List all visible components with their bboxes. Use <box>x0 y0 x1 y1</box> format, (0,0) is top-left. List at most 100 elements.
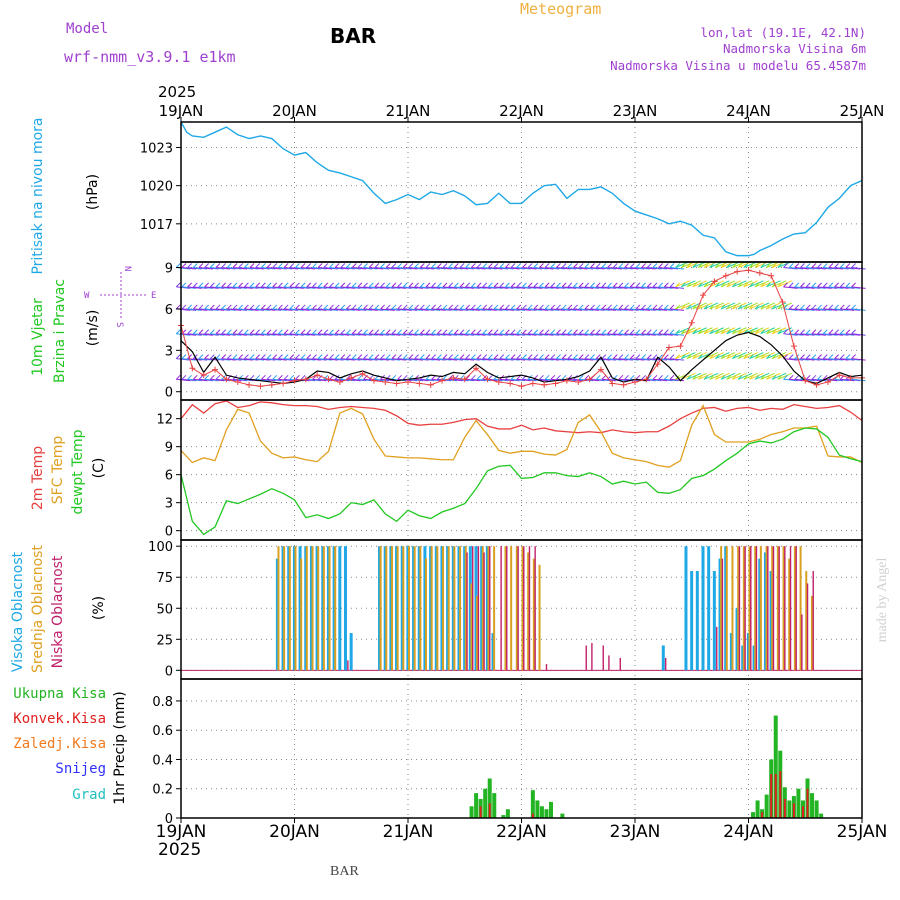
wind-arrow-shaft <box>806 286 821 289</box>
wind-arrow-barb <box>567 263 573 268</box>
wind-arrow <box>612 329 628 336</box>
wind-arrow-barb <box>703 304 709 310</box>
wind-arrow-shaft <box>647 378 662 382</box>
wind-arrow <box>493 304 509 311</box>
wind-arrow-barb <box>198 354 204 359</box>
wind-arrow-barb <box>567 282 573 288</box>
wind-arrow-shaft <box>420 286 435 289</box>
cloud-bar <box>425 558 428 671</box>
wind-arrow-shaft <box>454 358 469 361</box>
wind-arrow <box>255 282 270 289</box>
wind-arrow-barb <box>471 263 476 268</box>
wind-arrow-barb <box>680 329 686 335</box>
compass-east: E <box>151 291 156 301</box>
wind-arrow-shaft <box>669 358 685 361</box>
wind-arrow <box>635 263 650 270</box>
wind-arrow-barb <box>675 329 681 335</box>
wind-gust-marker <box>280 380 287 387</box>
wind-arrow-shaft <box>811 333 826 336</box>
wind-arrow-shaft <box>476 378 492 382</box>
wind-arrow <box>715 372 730 380</box>
wind-gust-marker <box>847 374 854 381</box>
wind-arrow <box>232 282 248 289</box>
wind-arrow-barb <box>397 282 402 288</box>
wind-arrow <box>754 352 770 360</box>
wind-arrow-shaft <box>505 286 520 289</box>
wind-arrow-barb <box>459 329 465 335</box>
wind-arrow-barb <box>805 282 811 288</box>
wind-arrow-barb <box>278 374 283 380</box>
wind-arrow <box>851 304 866 311</box>
wind-arrow-shaft <box>749 327 764 335</box>
wind-arrow <box>448 354 463 361</box>
wind-arrow-shaft <box>692 327 707 335</box>
wind-arrow <box>499 304 514 311</box>
wind-arrow-barb <box>788 329 794 335</box>
wind-gust-marker <box>734 268 741 275</box>
wind-arrow <box>249 329 265 336</box>
wind-arrow <box>204 374 219 382</box>
wind-arrow <box>573 263 588 270</box>
wind-arrow-shaft <box>221 308 236 311</box>
wind-arrow-shaft <box>596 308 611 311</box>
wind-arrow <box>346 282 361 289</box>
wind-arrow <box>363 263 378 270</box>
wind-arrow-shaft <box>363 308 378 311</box>
wind-arrow-barb <box>737 374 743 380</box>
precip-convective-bar <box>779 771 782 818</box>
wind-arrow <box>283 263 299 270</box>
wind-arrow-shaft <box>618 286 633 289</box>
wind-arrow-barb <box>760 304 766 310</box>
wind-arrow-barb <box>522 329 527 335</box>
wind-arrow <box>312 329 327 336</box>
wind-gust-marker <box>257 383 264 390</box>
wind-arrow-barb <box>192 304 198 310</box>
model-name: wrf-nmm_v3.9.1 e1km <box>64 48 236 66</box>
wind-arrow-barb <box>635 354 641 359</box>
wind-arrow-shaft <box>414 333 429 336</box>
wind-arrow-barb <box>715 263 720 268</box>
wind-arrow-shaft <box>380 358 395 361</box>
wind-arrow-barb <box>556 282 561 288</box>
cloud-bar <box>746 633 750 671</box>
wind-arrow-shaft <box>278 286 293 289</box>
wind-arrow-shaft <box>312 378 327 382</box>
wind-arrow <box>669 354 685 361</box>
wind-arrow <box>226 282 242 289</box>
wind-arrow-barb <box>669 304 675 310</box>
wind-arrow-barb <box>482 304 488 310</box>
wind-arrow-shaft <box>357 333 372 336</box>
wind-arrow-shaft <box>658 267 673 270</box>
wind-arrow <box>261 304 276 311</box>
wind-arrow-shaft <box>187 378 202 382</box>
wind-arrow <box>476 263 492 270</box>
wind-arrow-barb <box>556 354 561 359</box>
wind-arrow-barb <box>828 304 834 310</box>
wind-arrow <box>255 329 270 336</box>
wind-arrow-barb <box>612 282 618 288</box>
wind-arrow-barb <box>471 354 476 359</box>
wind-arrow <box>232 263 248 270</box>
wind-arrow <box>261 374 276 382</box>
wind-arrow <box>192 304 208 311</box>
wind-arrow-barb <box>312 263 317 268</box>
wind-arrow <box>612 354 628 361</box>
wind-arrow-shaft <box>596 378 611 382</box>
wind-arrow-shaft <box>346 378 361 382</box>
wind-arrow-barb <box>675 263 681 268</box>
wind-arrow <box>578 304 594 311</box>
wind-arrow-shaft <box>840 286 855 289</box>
wind-arrow <box>340 263 355 270</box>
top-x-tick-label: 19JAN <box>159 102 204 120</box>
wind-arrow-shaft <box>386 358 401 361</box>
wind-arrow <box>363 329 378 336</box>
wind-arrow-shaft <box>255 267 270 270</box>
wind-arrow <box>788 354 804 361</box>
wind-arrow-shaft <box>380 267 395 270</box>
wind-arrow <box>573 329 588 336</box>
cloud-bar <box>379 546 382 671</box>
wind-arrow-shaft <box>312 267 327 270</box>
wind-arrow-barb <box>465 304 471 310</box>
wind-arrow-shaft <box>550 308 565 311</box>
cloud-bar <box>315 546 319 671</box>
